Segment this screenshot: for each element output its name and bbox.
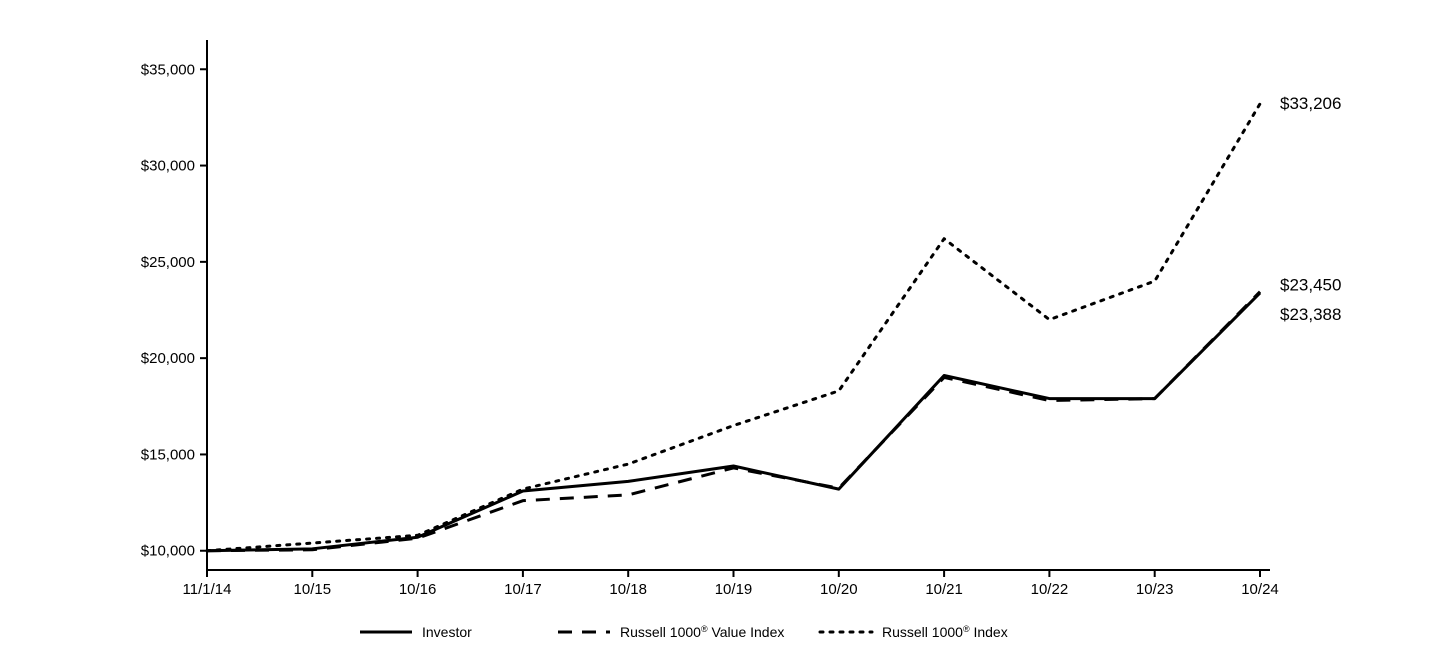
x-tick-label: 10/20 xyxy=(820,581,858,598)
x-tick-label: 10/18 xyxy=(609,581,647,598)
series-end-label: $23,450 xyxy=(1280,276,1341,295)
x-tick-label: 10/17 xyxy=(504,581,542,598)
legend-label: Russell 1000® Index xyxy=(882,624,1008,640)
x-tick-label: 10/22 xyxy=(1031,581,1069,598)
series-end-label: $33,206 xyxy=(1280,94,1341,113)
y-tick-label: $20,000 xyxy=(141,350,195,367)
x-tick-label: 10/23 xyxy=(1136,581,1174,598)
x-tick-label: 10/21 xyxy=(925,581,963,598)
growth-of-10k-chart: $10,000 $15,000 $20,000 $25,000 $30,000 $35,0… xyxy=(0,0,1440,660)
y-tick-label: $10,000 xyxy=(141,543,195,560)
series-end-label: $23,388 xyxy=(1280,305,1341,324)
y-tick-label: $35,000 xyxy=(141,61,195,78)
x-tick-label: 10/24 xyxy=(1241,581,1279,598)
x-tick-label: 10/15 xyxy=(294,581,332,598)
y-tick-label: $25,000 xyxy=(141,254,195,271)
legend-label: Investor xyxy=(422,624,472,640)
x-tick-label: 10/19 xyxy=(715,581,753,598)
chart-svg: $10,000 $15,000 $20,000 $25,000 $30,000 $35,0… xyxy=(0,0,1440,660)
x-tick-label: 10/16 xyxy=(399,581,437,598)
x-tick-label: 11/1/14 xyxy=(183,581,232,598)
y-tick-label: $15,000 xyxy=(141,446,195,463)
y-tick-label: $30,000 xyxy=(141,158,195,175)
